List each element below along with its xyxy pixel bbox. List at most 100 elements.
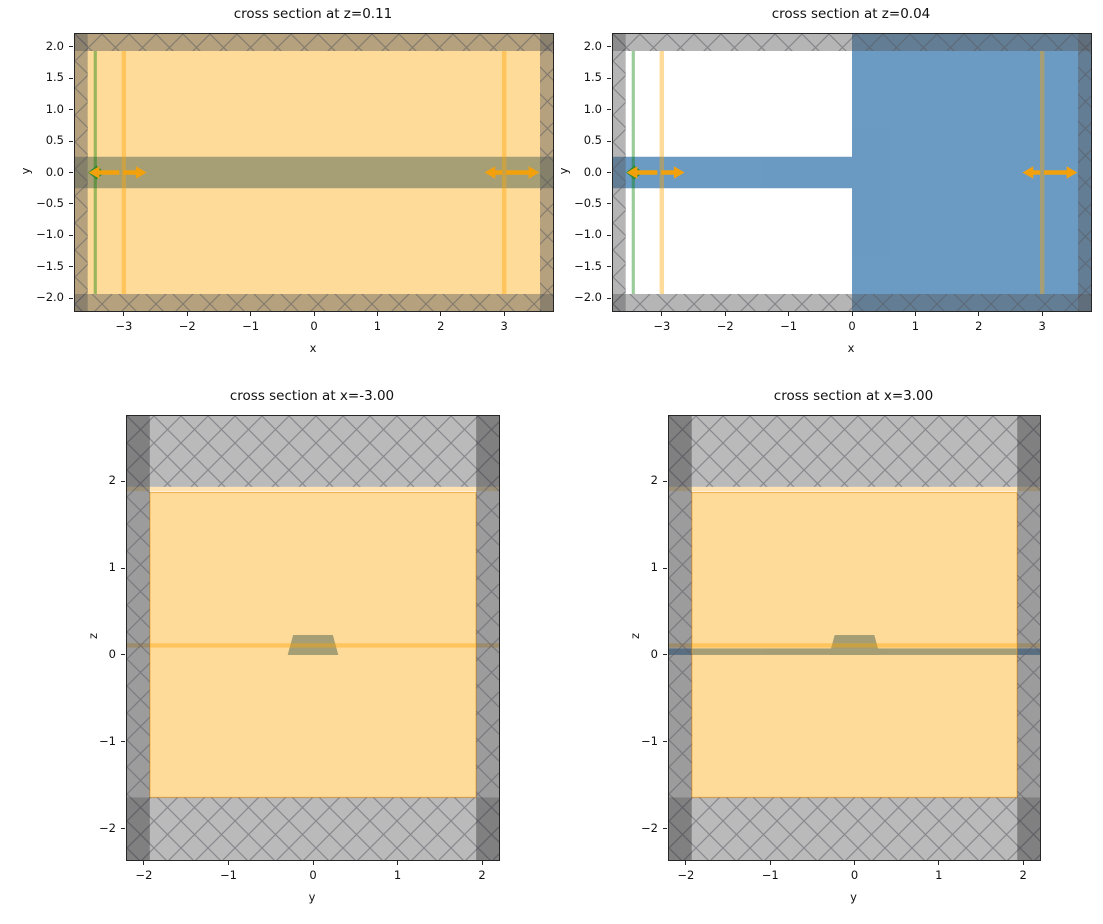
field-monitor-line-z011 xyxy=(127,643,499,648)
y-tick-label: −0.5 xyxy=(36,195,64,210)
x-tick-label: 1 xyxy=(373,319,382,333)
y-tick-mark xyxy=(121,567,125,569)
y-tick-mark xyxy=(69,109,73,111)
x-tick-mark xyxy=(440,312,442,316)
x-tick-mark xyxy=(851,312,853,316)
y-tick-label: −0.5 xyxy=(574,195,602,210)
plot-canvas xyxy=(75,34,553,311)
y-tick-label: −2.0 xyxy=(36,290,64,305)
x-tick-label: −3 xyxy=(115,319,133,333)
y-tick-label: −1.5 xyxy=(36,258,64,273)
y-tick-mark xyxy=(663,654,667,656)
x-tick-label: −2 xyxy=(716,319,734,333)
y-tick-label: −1.0 xyxy=(36,227,64,242)
x-tick-mark xyxy=(376,312,378,316)
pml-strip-right xyxy=(1078,34,1091,311)
slab-and-waveguide xyxy=(613,34,1091,311)
x-tick-label: −1 xyxy=(761,868,779,882)
y-tick-label: 2.0 xyxy=(45,38,64,53)
x-tick-mark xyxy=(397,861,399,865)
x-tick-label: 0 xyxy=(848,319,856,333)
plot-area xyxy=(612,33,1092,312)
plot-area xyxy=(668,415,1041,861)
x-tick-mark xyxy=(313,312,315,316)
x-tick-mark xyxy=(685,861,687,865)
monitor-arrow xyxy=(1022,166,1041,179)
y-tick-label: 1.5 xyxy=(45,70,64,85)
waveguide-trapezoid xyxy=(287,634,339,655)
y-tick-label: 1.0 xyxy=(583,101,602,116)
y-tick-mark xyxy=(607,46,611,48)
y-tick-label: −1.5 xyxy=(574,258,602,273)
y-tick-mark xyxy=(69,140,73,142)
y-tick-mark xyxy=(121,828,125,830)
x-tick-label: 2 xyxy=(975,319,983,333)
x-tick-label: 2 xyxy=(437,319,445,333)
x-tick-label: 1 xyxy=(935,868,943,882)
subplot-cross-section-z011: cross section at z=0.11 x y −3 −2 −1 0 1 2 3 2.… xyxy=(18,6,554,355)
y-tick-mark xyxy=(607,140,611,142)
pml-band-bottom xyxy=(613,294,1091,311)
x-tick-label: 3 xyxy=(500,319,508,333)
x-tick-label: 3 xyxy=(1038,319,1046,333)
plot-canvas xyxy=(127,416,499,860)
monitor-arrow xyxy=(626,166,658,179)
pml-strip-left xyxy=(613,34,626,311)
y-tick-mark xyxy=(607,297,611,299)
y-tick-label: 0 xyxy=(650,646,658,661)
plot-canvas xyxy=(669,416,1040,860)
field-monitor-plane xyxy=(75,34,553,311)
x-tick-label: −2 xyxy=(178,319,196,333)
slab-and-trapezoid xyxy=(669,634,1040,655)
x-tick-mark xyxy=(769,861,771,865)
y-tick-label: 0.0 xyxy=(45,164,64,179)
y-tick-mark xyxy=(69,172,73,173)
y-tick-label: 0 xyxy=(108,646,116,661)
x-tick-mark xyxy=(724,312,726,316)
mode-monitor-plane xyxy=(691,491,1018,799)
monitor-arrow xyxy=(88,166,120,179)
x-tick-mark xyxy=(978,312,980,316)
x-tick-mark xyxy=(788,312,790,316)
x-tick-label: −1 xyxy=(242,319,260,333)
y-tick-label: −1.0 xyxy=(574,227,602,242)
x-tick-mark xyxy=(503,312,505,316)
x-tick-mark xyxy=(854,861,855,865)
subplot-cross-section-x-plus3: cross section at x=3.00 y z −2 −1 0 1 2 2 1 0 −1… xyxy=(628,388,1041,904)
x-axis-label: x xyxy=(847,341,855,355)
y-tick-mark xyxy=(663,828,667,830)
x-tick-mark xyxy=(938,861,940,865)
y-axis-label: z xyxy=(628,632,643,640)
y-tick-label: −2 xyxy=(99,820,116,835)
subplot-title: cross section at x=-3.00 xyxy=(229,388,395,404)
y-tick-mark xyxy=(607,109,611,111)
x-tick-mark xyxy=(1022,861,1024,865)
pml-strip-right xyxy=(540,34,553,311)
x-tick-label: −2 xyxy=(677,868,695,882)
monitor-arrow xyxy=(484,166,503,179)
pml-band-bottom xyxy=(127,797,499,860)
x-tick-mark xyxy=(914,312,916,316)
y-tick-label: 1 xyxy=(108,560,116,575)
y-tick-mark xyxy=(607,77,611,79)
y-tick-mark xyxy=(69,46,73,48)
y-tick-mark xyxy=(69,297,73,299)
pml-band-top xyxy=(127,416,499,487)
y-tick-label: 0.5 xyxy=(583,133,602,148)
y-tick-mark xyxy=(69,203,73,205)
pml-strip-right xyxy=(476,416,499,860)
y-axis-label: z xyxy=(86,632,101,640)
x-tick-label: 1 xyxy=(911,319,920,333)
y-tick-mark xyxy=(121,741,125,743)
y-tick-label: −2.0 xyxy=(574,290,602,305)
waveguide-core-band xyxy=(75,156,553,189)
subplot-title: cross section at x=3.00 xyxy=(773,388,934,404)
y-tick-label: −2 xyxy=(641,820,658,835)
x-tick-mark xyxy=(661,312,663,316)
y-tick-mark xyxy=(69,234,73,236)
pml-band-bottom xyxy=(75,294,553,311)
monitor-line-top xyxy=(669,486,1040,492)
plot-area xyxy=(74,33,554,312)
y-tick-mark xyxy=(607,234,611,236)
